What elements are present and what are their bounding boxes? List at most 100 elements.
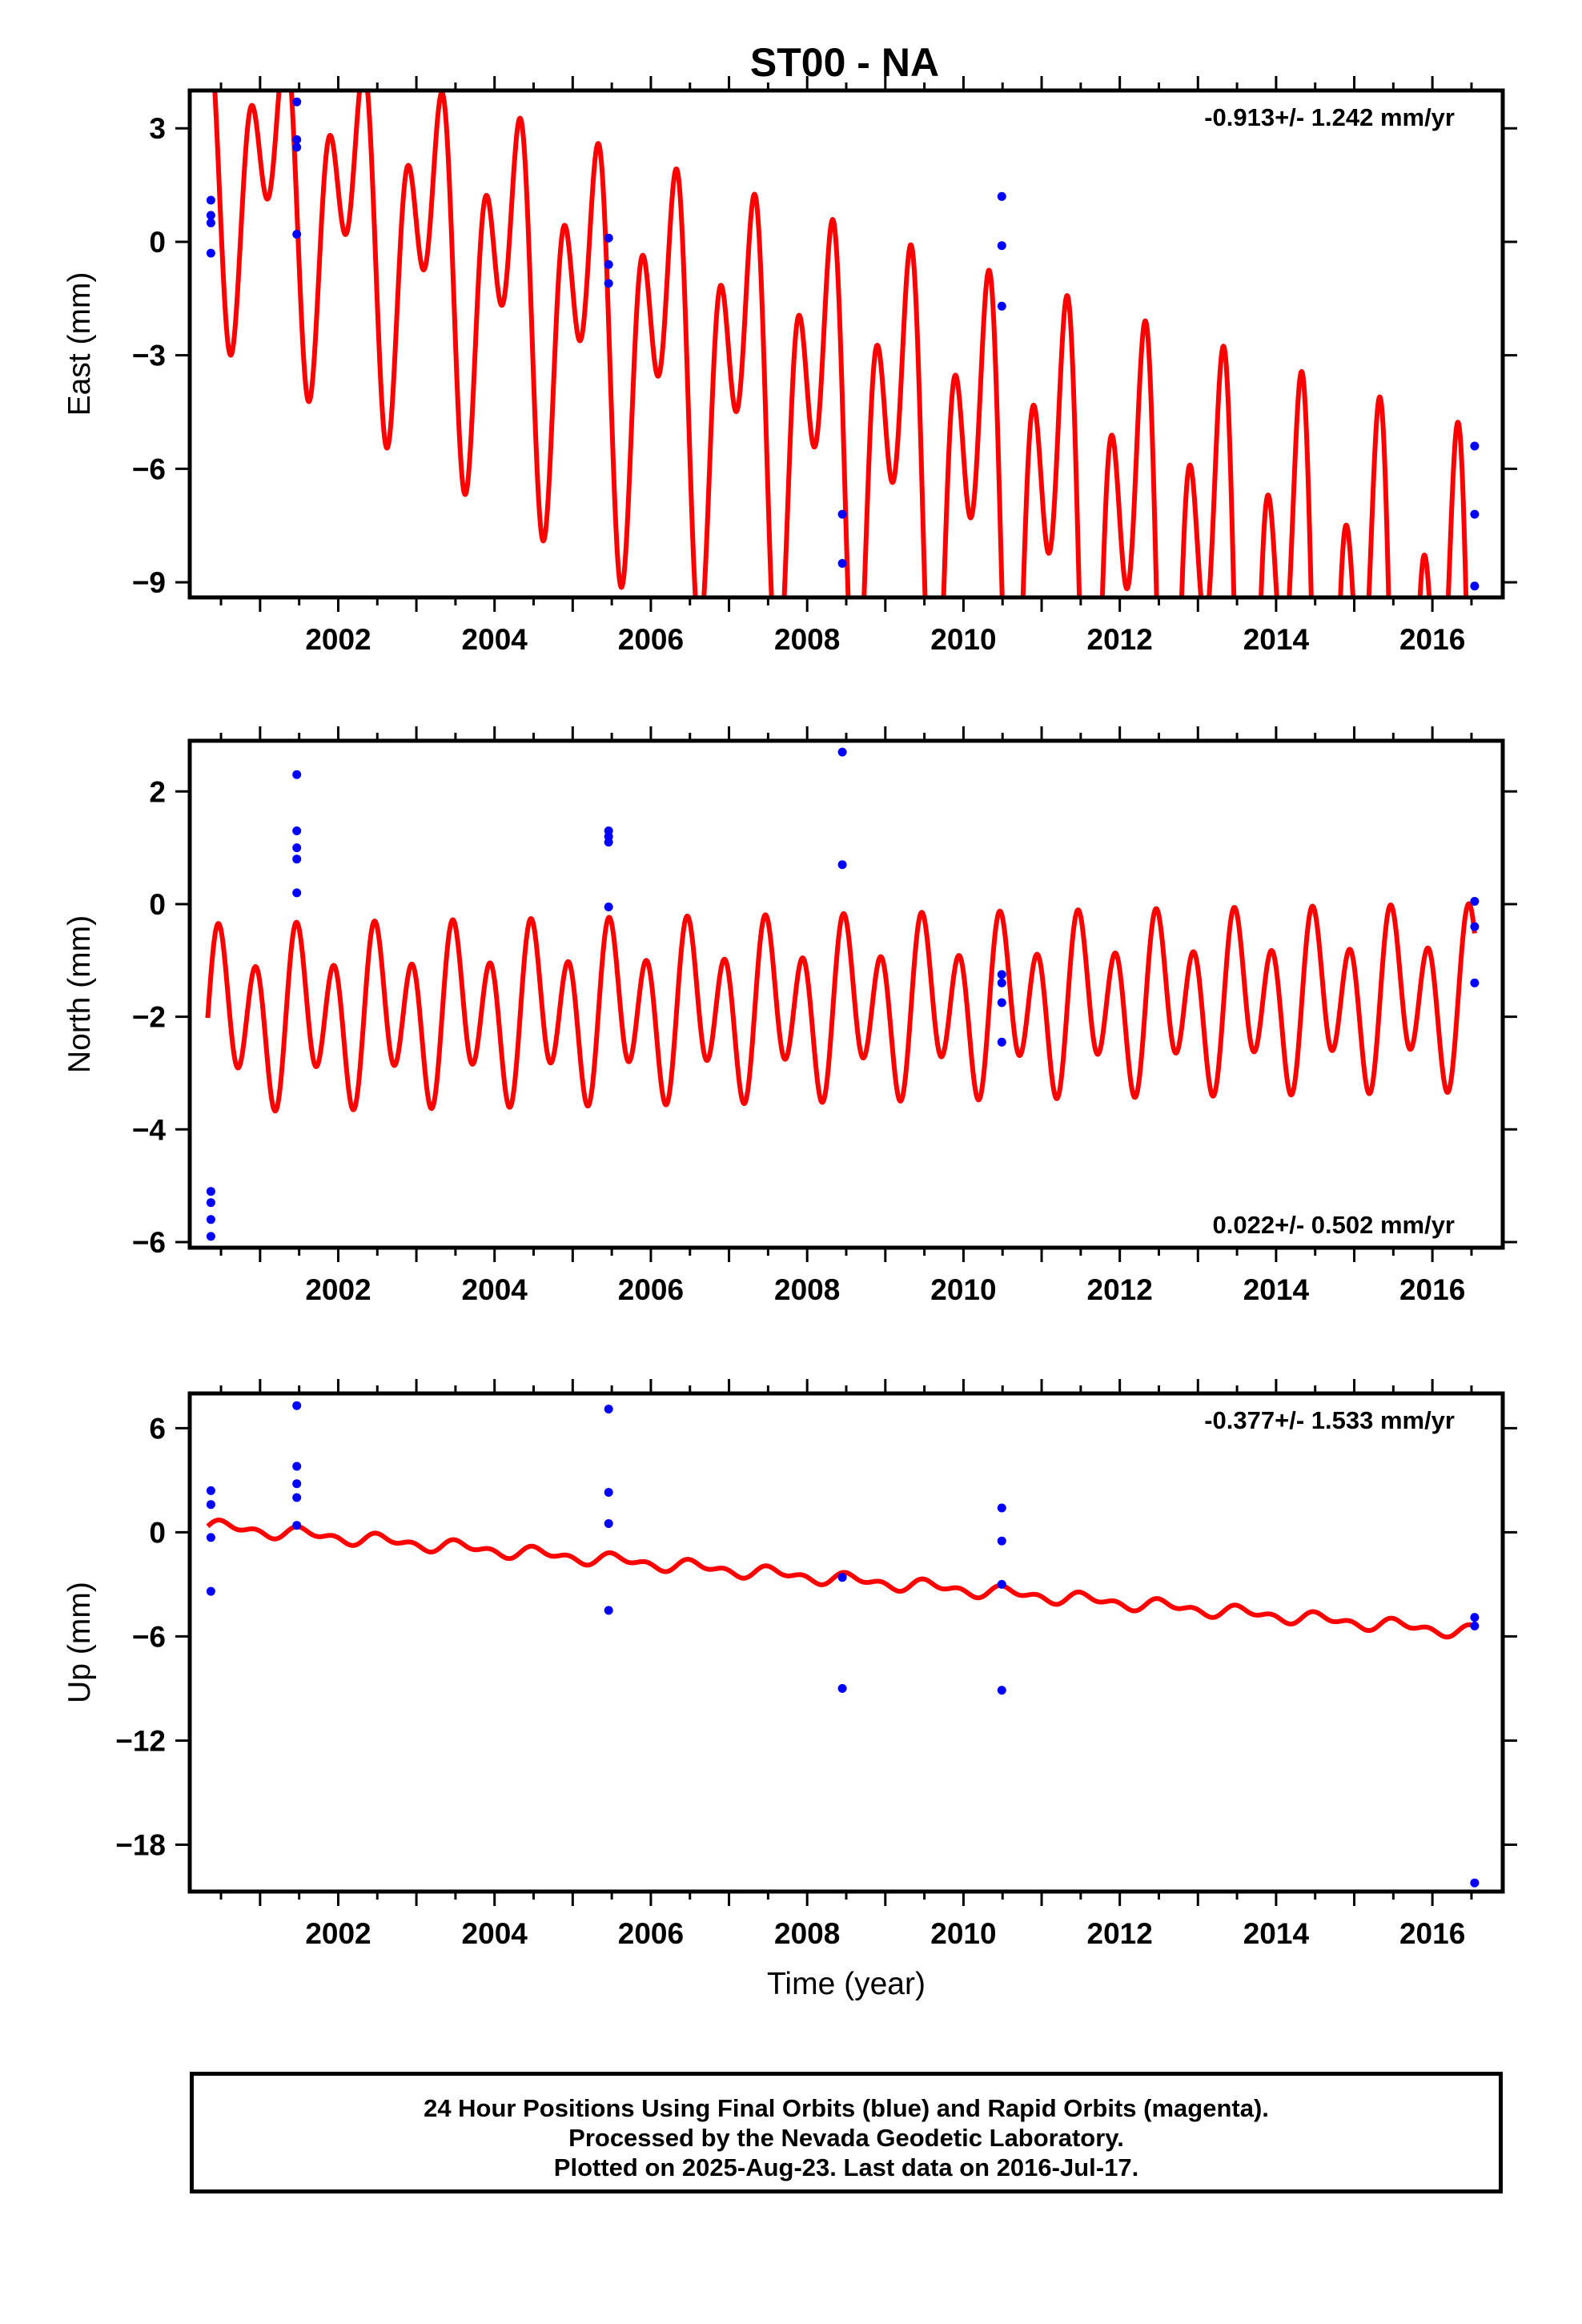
north-data-point [292, 770, 302, 779]
north-data-point [997, 978, 1006, 987]
north-data-point [604, 903, 613, 911]
north-data-point [997, 1037, 1006, 1047]
east-data-point [997, 301, 1006, 311]
east-xtick-label: 2004 [462, 623, 528, 656]
up-data-point [1470, 1613, 1480, 1622]
east-xtick-label: 2006 [618, 623, 684, 656]
east-data-point [1470, 441, 1480, 451]
north-ytick-label: −6 [132, 1226, 166, 1259]
east-ytick-label: 3 [149, 112, 166, 145]
up-data-point [604, 1405, 613, 1413]
east-panel: 3 0 −3 −6 −9 2002 2004 2006 2008 2010 2012 2014 2016… [62, 76, 1517, 656]
north-data-point [292, 888, 302, 898]
up-frame [187, 1391, 1505, 1894]
up-data-point [206, 1533, 215, 1542]
north-xtick-label: 2016 [1399, 1273, 1465, 1306]
north-rate-label: 0.022+/- 0.502 mm/yr [1213, 1211, 1455, 1239]
north-data-point [292, 843, 302, 853]
up-data-point [997, 1503, 1006, 1513]
north-data-point [1470, 922, 1480, 931]
up-data-point [292, 1493, 302, 1502]
up-xtick-label: 2010 [930, 1917, 996, 1950]
up-data-point [1470, 1621, 1480, 1630]
east-ytick-label: 0 [149, 226, 166, 259]
north-data-point [837, 747, 847, 757]
up-ytick-label: 0 [149, 1516, 166, 1549]
east-data-point [292, 97, 302, 107]
up-data-point [292, 1521, 302, 1530]
north-ytick-label: 2 [149, 775, 166, 808]
east-data-point [206, 211, 215, 220]
caption-line-3: Plotted on 2025-Aug-23. Last data on 201… [553, 2153, 1139, 2181]
north-panel: 2 0 −2 −4 −6 2002 2004 2006 2008 2010 2012 2014 2016… [62, 726, 1517, 1306]
up-data-point [292, 1479, 302, 1489]
east-data-point [1470, 581, 1480, 591]
up-data-point [837, 1683, 847, 1693]
north-ytick-label: 0 [149, 888, 166, 921]
up-xtick-label: 2016 [1399, 1917, 1465, 1950]
up-xtick-label: 2008 [774, 1917, 840, 1950]
up-data-point [604, 1519, 613, 1528]
up-data-point [292, 1401, 302, 1410]
up-xtick-label: 2006 [618, 1917, 684, 1950]
north-data-point [292, 854, 302, 864]
east-xtick-label: 2010 [930, 623, 996, 656]
east-data-point [292, 230, 302, 239]
east-data-point [604, 233, 613, 243]
up-data-point [997, 1686, 1006, 1695]
caption-line-2: Processed by the Nevada Geodetic Laborat… [568, 2124, 1124, 2152]
up-xtick-label: 2002 [305, 1917, 371, 1950]
up-data-point [292, 1462, 302, 1471]
north-data-point [292, 826, 302, 835]
north-data-point [997, 970, 1006, 979]
up-data-point [206, 1486, 215, 1495]
up-ytick-label: 6 [149, 1412, 166, 1445]
north-xtick-label: 2012 [1087, 1273, 1153, 1306]
up-panel: 6 0 −6 −12 −18 2002 2004 2006 2008 2010 2012 2014 20… [62, 1379, 1517, 2001]
east-xtick-label: 2016 [1399, 623, 1465, 656]
north-xtick-label: 2014 [1243, 1273, 1310, 1306]
up-xlabel: Time (year) [767, 1967, 926, 2001]
north-xtick-label: 2004 [462, 1273, 528, 1306]
up-xtick-label: 2012 [1087, 1917, 1153, 1950]
east-ylabel: East (mm) [62, 272, 97, 416]
east-data-point [292, 143, 302, 152]
east-data-point [604, 259, 613, 269]
up-data-point [997, 1579, 1006, 1589]
up-data-point [997, 1536, 1006, 1546]
east-xtick-label: 2012 [1087, 623, 1153, 656]
east-data-point [1470, 509, 1480, 519]
caption-line-1: 24 Hour Positions Using Final Orbits (bl… [424, 2094, 1269, 2122]
north-data-point [1470, 978, 1480, 987]
east-data-point [604, 279, 613, 288]
north-ytick-label: −4 [132, 1113, 167, 1146]
up-ytick-label: −12 [115, 1724, 166, 1757]
east-ytick-label: −9 [132, 566, 166, 599]
east-rate-label: -0.913+/- 1.242 mm/yr [1204, 103, 1455, 131]
north-model-line [205, 901, 1477, 1114]
north-xtick-label: 2006 [618, 1273, 684, 1306]
north-xtick-label: 2008 [774, 1273, 840, 1306]
up-data-point [1470, 1878, 1480, 1888]
east-xtick-label: 2008 [774, 623, 840, 656]
up-xtick-label: 2014 [1243, 1917, 1310, 1950]
north-ylabel: North (mm) [62, 915, 97, 1073]
up-xtick-label: 2004 [462, 1917, 528, 1950]
caption-box: 24 Hour Positions Using Final Orbits (bl… [190, 2072, 1503, 2193]
east-data-point [206, 195, 215, 205]
east-data-point [292, 135, 302, 144]
north-data-point [206, 1198, 215, 1208]
up-data-point [837, 1573, 847, 1582]
figure-title: ST00 - NA [750, 40, 939, 85]
east-xtick-label: 2002 [305, 623, 371, 656]
east-data-point [206, 248, 215, 258]
up-ytick-label: −18 [115, 1828, 166, 1861]
north-data-point [1470, 897, 1480, 906]
east-data-point [837, 559, 847, 568]
north-xtick-label: 2010 [930, 1273, 996, 1306]
east-ytick-label: −6 [132, 452, 166, 485]
east-data-point [997, 241, 1006, 251]
east-data-point [837, 509, 847, 519]
up-ylabel: Up (mm) [62, 1582, 97, 1703]
